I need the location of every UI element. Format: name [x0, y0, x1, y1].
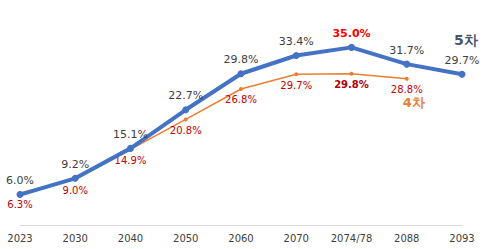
- svg-text:2093: 2093: [449, 233, 474, 244]
- svg-text:29.7%: 29.7%: [445, 54, 480, 67]
- svg-text:35.0%: 35.0%: [332, 27, 370, 40]
- svg-text:29.7%: 29.7%: [280, 80, 312, 91]
- svg-text:2030: 2030: [63, 233, 88, 244]
- svg-text:9.0%: 9.0%: [63, 185, 88, 196]
- svg-text:28.8%: 28.8%: [391, 84, 423, 95]
- svg-text:2050: 2050: [173, 233, 198, 244]
- svg-text:2040: 2040: [118, 233, 143, 244]
- svg-text:2023: 2023: [7, 233, 32, 244]
- svg-text:29.8%: 29.8%: [334, 79, 369, 90]
- svg-text:4차: 4차: [403, 95, 425, 110]
- svg-text:22.7%: 22.7%: [168, 89, 203, 102]
- svg-text:14.9%: 14.9%: [114, 154, 147, 166]
- svg-text:33.4%: 33.4%: [279, 35, 314, 48]
- svg-text:2088: 2088: [394, 233, 419, 244]
- svg-text:5차: 5차: [454, 32, 478, 48]
- svg-text:6.3%: 6.3%: [7, 199, 32, 210]
- svg-text:2060: 2060: [228, 233, 253, 244]
- svg-text:2070: 2070: [284, 233, 309, 244]
- svg-text:9.2%: 9.2%: [61, 158, 89, 171]
- svg-text:6.0%: 6.0%: [6, 174, 34, 187]
- svg-text:2074/78: 2074/78: [331, 233, 373, 244]
- svg-text:20.8%: 20.8%: [170, 125, 202, 136]
- svg-text:29.8%: 29.8%: [224, 53, 259, 66]
- svg-text:31.7%: 31.7%: [389, 44, 424, 57]
- svg-text:26.8%: 26.8%: [225, 94, 257, 105]
- svg-text:15.1%: 15.1%: [113, 128, 148, 141]
